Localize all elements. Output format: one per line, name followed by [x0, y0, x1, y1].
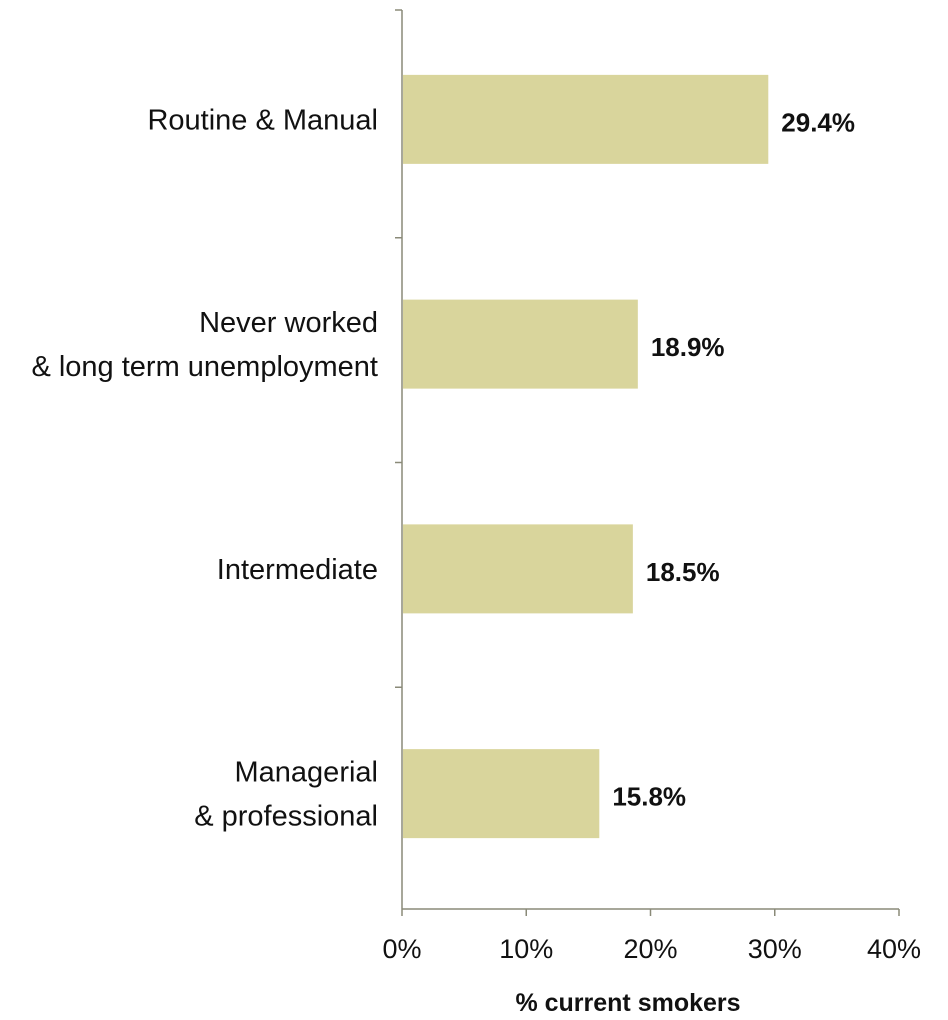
category-labels-group: Routine & Manual Never worked & long term … [31, 104, 378, 832]
bar [403, 299, 638, 389]
x-tick-label: 10% [499, 934, 553, 964]
bars-group [403, 74, 769, 839]
category-label: Intermediate [217, 554, 378, 586]
bar [403, 749, 600, 839]
bar [403, 524, 633, 614]
x-axis-title: % current smokers [515, 989, 740, 1017]
x-tick-label: 20% [623, 934, 677, 964]
value-label: 18.9% [651, 332, 725, 362]
x-tick-labels-group: 0% 10% 20% 30% 40% [382, 934, 921, 964]
category-label: Never worked & long term unemployment [31, 307, 378, 383]
category-label: Managerial & professional [194, 757, 378, 833]
x-tick-label: 30% [748, 934, 802, 964]
x-tick-label: 0% [382, 934, 421, 964]
value-labels-group: 29.4% 18.9% 18.5% 15.8% [612, 107, 855, 811]
value-label: 15.8% [612, 782, 686, 812]
value-label: 29.4% [781, 107, 855, 137]
bar [403, 74, 769, 164]
axis-ticks-group [395, 9, 900, 916]
x-tick-label: 40% [867, 934, 921, 964]
value-label: 18.5% [646, 557, 720, 587]
category-label: Routine & Manual [147, 104, 378, 136]
